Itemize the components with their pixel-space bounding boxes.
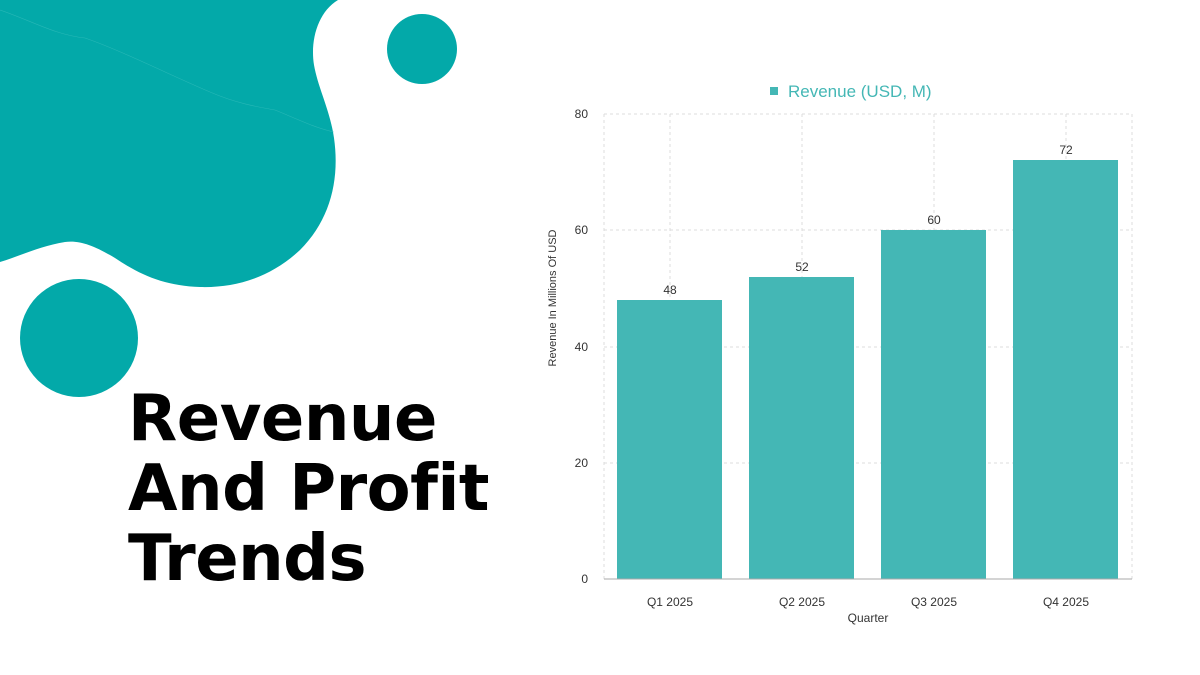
small-teal-circle [387, 14, 457, 84]
x-tick-q1: Q1 2025 [647, 595, 693, 609]
y-tick-40: 40 [575, 340, 589, 354]
bar-q3-2025[interactable] [881, 230, 986, 579]
decorative-blob-shapes [0, 0, 457, 397]
chart-legend: Revenue (USD, M) [770, 82, 932, 101]
bar-q4-2025[interactable] [1013, 160, 1118, 579]
slide-title: Revenue And Profit Trends [128, 382, 490, 596]
legend-label: Revenue (USD, M) [788, 82, 932, 101]
blob-seam-line [0, 9, 335, 133]
x-axis-title: Quarter [848, 611, 889, 625]
x-tick-q2: Q2 2025 [779, 595, 825, 609]
title-line-1: Revenue [128, 382, 437, 456]
data-label-q4: 72 [1059, 143, 1073, 157]
y-tick-0: 0 [581, 572, 588, 586]
title-line-2: And Profit [128, 452, 490, 526]
title-line-3: Trends [128, 522, 367, 596]
data-label-q3: 60 [927, 213, 941, 227]
data-label-q2: 52 [795, 260, 809, 274]
x-tick-q4: Q4 2025 [1043, 595, 1089, 609]
y-tick-20: 20 [575, 456, 589, 470]
x-tick-q3: Q3 2025 [911, 595, 957, 609]
x-axis-ticks: Q1 2025 Q2 2025 Q3 2025 Q4 2025 [647, 595, 1089, 609]
medium-teal-circle [20, 279, 138, 397]
legend-swatch-icon [770, 87, 778, 95]
data-label-q1: 48 [663, 283, 677, 297]
bars [617, 160, 1118, 579]
y-tick-60: 60 [575, 223, 589, 237]
y-axis-title: Revenue In Millions Of USD [547, 229, 559, 366]
y-tick-80: 80 [575, 107, 589, 121]
data-labels: 48 52 60 72 [663, 143, 1073, 297]
y-axis-ticks: 0 20 40 60 80 [575, 107, 589, 586]
bar-q1-2025[interactable] [617, 300, 722, 579]
teal-blob [0, 0, 338, 288]
bar-q2-2025[interactable] [749, 277, 854, 579]
